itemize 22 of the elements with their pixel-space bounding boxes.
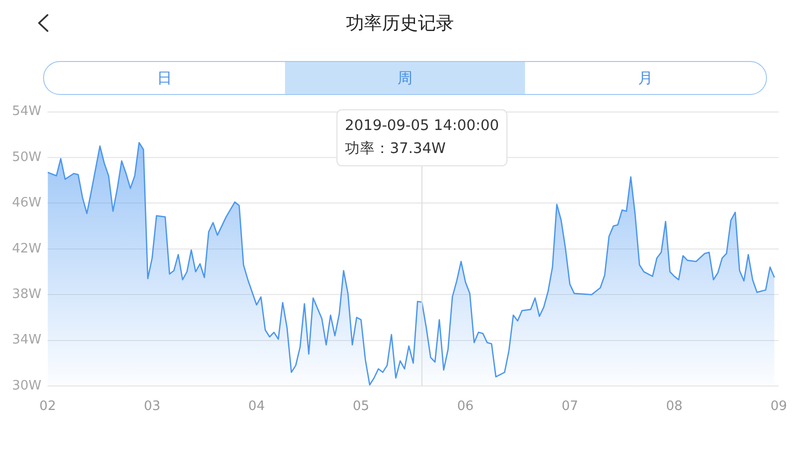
tab[interactable]: 日 [44, 62, 285, 94]
selected-tab[interactable]: 周 [284, 62, 526, 94]
x-tick-label: 04 [248, 399, 265, 414]
y-tick-label: 46W [12, 196, 42, 211]
y-tick-label: 38W [12, 286, 42, 302]
annotation: 2019-09-05 14:00:00 [344, 118, 499, 134]
x-tick-label: 02 [39, 399, 56, 414]
x-tick-label: 05 [352, 399, 370, 414]
y-tick-label: 54W [12, 104, 42, 120]
y-tick-label: 34W [12, 332, 42, 348]
y-tick-label: 42W [12, 241, 42, 256]
x-tick-label: 06 [457, 399, 474, 414]
tab[interactable]: 月 [525, 62, 766, 94]
back-icon[interactable] [37, 14, 49, 32]
y-tick-label: 30W [12, 378, 42, 394]
chart-title: 功率历史记录 [345, 12, 455, 36]
y-tick-label: 50W [12, 150, 42, 165]
x-tick-label: 09 [770, 399, 787, 414]
x-tick-label: 07 [562, 399, 578, 414]
annotation: 功率：37.34W [344, 140, 446, 158]
x-tick-label: 08 [666, 399, 683, 414]
x-tick-label: 03 [144, 399, 160, 414]
